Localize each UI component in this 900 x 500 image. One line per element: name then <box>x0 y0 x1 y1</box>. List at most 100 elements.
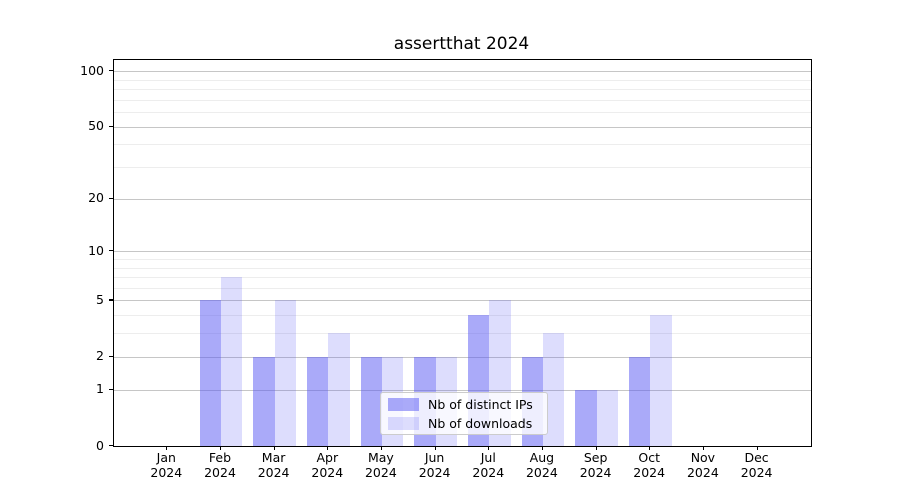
x-tick-year: 2024 <box>633 464 666 480</box>
bar-feb-downloads <box>221 277 243 446</box>
x-tick-mark-jan <box>166 446 168 450</box>
x-tick-year: 2024 <box>204 464 236 480</box>
x-tick-month: Jan <box>156 450 176 465</box>
minor-gridline-8 <box>114 267 811 269</box>
minor-gridline-9 <box>114 258 811 260</box>
x-tick-label-nov: Nov 2024 <box>673 450 733 480</box>
x-tick-mark-nov <box>702 446 705 450</box>
y-tick-label-100: 100 <box>80 62 104 78</box>
x-tick-label-mar: Mar 2024 <box>244 450 304 480</box>
y-tick-label-50: 50 <box>88 118 104 133</box>
minor-gridline-60 <box>114 112 811 113</box>
bar-oct-distinct-ips <box>628 356 651 446</box>
chart-title: assertthat 2024 <box>393 34 530 54</box>
x-tick-mark-mar <box>273 446 275 450</box>
x-tick-month: Oct <box>638 450 660 465</box>
x-tick-mark-oct <box>649 446 651 450</box>
major-gridline-50 <box>114 126 811 128</box>
legend-swatch-downloads <box>388 416 419 430</box>
minor-gridline-4 <box>114 315 811 317</box>
x-tick-month: Jun <box>424 450 445 465</box>
minor-gridline-30 <box>114 167 811 168</box>
major-gridline-5 <box>114 300 811 302</box>
minor-gridline-6 <box>114 287 811 289</box>
major-gridline-100 <box>114 71 811 72</box>
x-tick-year: 2024 <box>364 464 397 480</box>
legend-label-distinct-ips: Nb of distinct IPs <box>428 396 533 412</box>
x-tick-month: May <box>367 450 394 465</box>
x-tick-mark-jun <box>434 446 436 450</box>
x-tick-year: 2024 <box>472 464 505 480</box>
x-tick-year: 2024 <box>311 464 344 480</box>
y-tick-label-0: 0 <box>96 437 104 453</box>
major-gridline-1 <box>114 389 811 391</box>
x-tick-label-jul: Jul 2024 <box>458 450 518 480</box>
x-tick-mark-sep <box>595 446 597 450</box>
minor-gridline-3 <box>114 333 811 335</box>
minor-gridline-70 <box>114 99 811 101</box>
bar-apr-downloads <box>328 333 350 446</box>
x-tick-label-sep: Sep 2024 <box>566 450 626 480</box>
legend-item-downloads: Nb of downloads <box>388 416 540 431</box>
bar-sep-downloads <box>596 389 618 446</box>
x-tick-mark-feb <box>220 446 222 450</box>
minor-gridline-80 <box>114 88 811 90</box>
x-tick-label-jun: Jun 2024 <box>405 450 465 480</box>
y-tick-mark-5 <box>109 299 113 301</box>
legend-item-distinct-ips: Nb of distinct IPs <box>388 397 540 412</box>
bar-mar-downloads <box>274 300 296 446</box>
x-tick-year: 2024 <box>418 464 451 480</box>
x-tick-mark-dec <box>756 446 758 450</box>
x-tick-label-feb: Feb 2024 <box>190 450 250 480</box>
y-tick-mark-20 <box>109 197 113 199</box>
x-tick-year: 2024 <box>150 464 183 480</box>
y-tick-label-1: 1 <box>96 381 104 397</box>
x-tick-year: 2024 <box>686 464 719 480</box>
legend: Nb of distinct IPs Nb of downloads <box>380 392 548 435</box>
x-tick-label-aug: Aug 2024 <box>512 450 572 480</box>
y-tick-mark-100 <box>109 70 113 72</box>
bar-apr-distinct-ips <box>306 356 329 446</box>
y-tick-mark-0 <box>109 445 113 447</box>
y-tick-label-2: 2 <box>96 348 104 364</box>
x-tick-year: 2024 <box>257 464 290 480</box>
x-tick-label-jan: Jan 2024 <box>136 450 196 480</box>
bar-oct-downloads <box>650 315 672 446</box>
minor-gridline-7 <box>114 277 811 278</box>
x-tick-month: Jul <box>480 450 496 465</box>
x-tick-label-dec: Dec 2024 <box>727 450 787 480</box>
bar-aug-downloads <box>542 333 565 446</box>
y-tick-mark-10 <box>109 250 113 252</box>
x-tick-mark-may <box>380 446 383 450</box>
major-gridline-2 <box>114 356 811 358</box>
y-tick-mark-2 <box>109 355 113 357</box>
minor-gridline-40 <box>114 144 811 146</box>
x-tick-month: Dec <box>744 450 769 465</box>
plot-area: Nb of distinct IPs Nb of downloads <box>113 59 812 447</box>
x-tick-month: Feb <box>208 450 232 465</box>
x-tick-month: Sep <box>583 450 608 465</box>
y-tick-label-10: 10 <box>88 242 104 258</box>
x-tick-month: Mar <box>261 450 286 465</box>
minor-gridline-90 <box>114 79 811 81</box>
major-gridline-20 <box>114 198 811 200</box>
x-tick-month: Apr <box>316 450 339 465</box>
y-tick-mark-50 <box>109 125 113 127</box>
x-tick-year: 2024 <box>525 464 558 480</box>
x-tick-mark-aug <box>541 446 544 450</box>
x-tick-label-may: May 2024 <box>351 450 411 480</box>
x-tick-month: Nov <box>690 450 716 465</box>
x-tick-year: 2024 <box>740 464 773 480</box>
major-gridline-10 <box>114 251 811 253</box>
y-tick-mark-1 <box>109 388 113 390</box>
x-tick-year: 2024 <box>579 464 612 480</box>
legend-label-downloads: Nb of downloads <box>428 415 533 431</box>
x-tick-mark-apr <box>327 446 329 450</box>
y-tick-label-20: 20 <box>88 190 104 206</box>
x-tick-label-oct: Oct 2024 <box>619 450 679 480</box>
legend-swatch-distinct-ips <box>388 397 419 411</box>
bar-feb-distinct-ips <box>199 300 221 446</box>
x-tick-month: Aug <box>529 450 555 465</box>
x-tick-mark-jul <box>488 446 490 450</box>
